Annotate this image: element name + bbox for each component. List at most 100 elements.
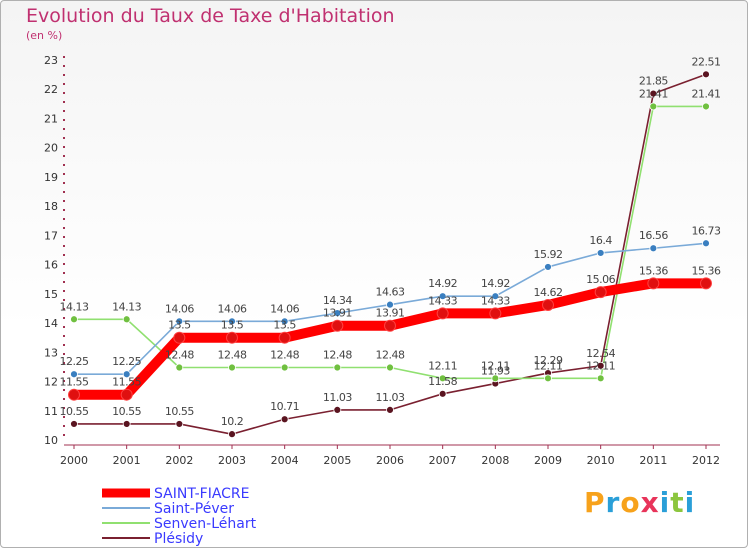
data-point (122, 420, 131, 428)
data-label: 16.73 (692, 224, 721, 237)
data-label: 16.4 (589, 234, 612, 247)
data-labels: 11.55 11.55 13.5 13.5 13.5 13.91 13.91 14.33 14.… (60, 55, 722, 428)
data-label: 11.93 (481, 365, 510, 378)
data-label: 10.2 (221, 415, 244, 428)
data-label: 12.25 (60, 355, 89, 368)
legend-label: Plésidy (154, 531, 203, 547)
data-label: 12.11 (428, 359, 457, 372)
logo-letter: o (620, 486, 641, 519)
logo-letter: t (670, 486, 685, 519)
data-label: 11.03 (376, 391, 405, 404)
data-label: 14.92 (481, 277, 510, 290)
data-point (122, 315, 131, 324)
x-tick-label: 2000 (60, 454, 88, 467)
data-point (596, 374, 605, 383)
data-point (333, 363, 342, 372)
data-point (544, 374, 552, 383)
data-point (280, 415, 289, 424)
data-point (649, 102, 658, 111)
data-label: 11.03 (323, 391, 352, 404)
data-point (438, 374, 447, 383)
data-point (70, 370, 78, 379)
x-tick-label: 2006 (376, 454, 404, 467)
data-label: 12.48 (218, 349, 247, 362)
logo-letter: P (584, 486, 606, 519)
data-label: 14.63 (376, 286, 405, 299)
data-point (333, 405, 342, 414)
legend-label: SAINT-FIACRE (154, 486, 250, 502)
data-label: 21.41 (692, 87, 721, 100)
data-label: 14.06 (270, 302, 299, 315)
axes: 10 11 12 13 14 15 16 17 18 19 20 21 22 23 2000 2001 2002… (44, 54, 720, 467)
x-tick-label: 2002 (165, 454, 193, 467)
y-tick-label: 13 (44, 346, 58, 359)
data-point (173, 331, 186, 344)
data-label: 15.06 (586, 273, 615, 286)
data-point (438, 292, 447, 301)
data-point (491, 292, 500, 301)
data-label: 12.48 (323, 349, 352, 362)
data-label: 14.33 (428, 294, 457, 307)
data-point (594, 286, 607, 299)
chart-unit: (en %) (26, 29, 63, 42)
data-point (228, 363, 236, 372)
chart-title: Evolution du Taux de Taxe d'Habitation (26, 5, 395, 27)
data-label: 14.06 (218, 302, 247, 315)
y-tick-label: 21 (44, 112, 58, 125)
y-tick-label: 14 (44, 317, 58, 330)
data-point (649, 89, 658, 98)
series-line (74, 278, 706, 400)
data-label: 12.48 (270, 349, 299, 362)
data-point (175, 420, 184, 428)
y-tick-label: 15 (44, 288, 58, 301)
legend-label: Saint-Péver (154, 501, 234, 517)
data-label: 14.33 (481, 294, 510, 307)
series-line (74, 73, 707, 435)
data-label: 15.92 (534, 248, 563, 261)
data-point (491, 374, 500, 383)
x-tick-label: 2009 (534, 454, 562, 467)
data-point (386, 363, 394, 372)
data-label: 12.48 (376, 349, 405, 362)
y-tick-label: 23 (44, 54, 58, 67)
data-point (596, 361, 605, 370)
x-tick-label: 2004 (271, 454, 299, 467)
data-label: 10.55 (60, 405, 89, 418)
data-label: 11.55 (112, 376, 141, 389)
data-label: 12.25 (112, 355, 141, 368)
y-tick-label: 17 (44, 229, 58, 242)
data-label: 16.56 (639, 229, 668, 242)
data-label: 14.92 (428, 277, 457, 290)
data-label: 11.55 (60, 376, 89, 389)
data-label: 13.91 (323, 307, 352, 320)
data-label: 13.5 (221, 319, 244, 332)
data-label: 12.11 (481, 359, 510, 372)
data-label: 13.5 (273, 319, 296, 332)
data-label: 12.29 (534, 354, 563, 367)
data-point (702, 70, 710, 79)
data-point (278, 331, 291, 344)
x-tick-label: 2012 (692, 454, 720, 467)
data-point (700, 277, 712, 290)
data-point (228, 317, 236, 326)
x-tick-label: 2008 (481, 454, 509, 467)
data-point (280, 363, 289, 372)
data-point (120, 388, 133, 401)
data-label: 21.41 (639, 87, 668, 100)
logo-letter: r (605, 486, 621, 519)
series-points (68, 70, 712, 439)
data-label: 12.54 (586, 347, 615, 360)
data-point (596, 249, 605, 257)
data-point (702, 239, 710, 248)
data-point (122, 370, 131, 379)
logo-letter: i (684, 486, 696, 519)
data-label: 12.11 (586, 359, 615, 372)
data-point (544, 263, 552, 271)
data-label: 12.11 (534, 359, 563, 372)
data-label: 10.55 (112, 405, 141, 418)
data-point (331, 319, 344, 332)
y-tick-label: 22 (44, 83, 58, 96)
data-point (333, 309, 342, 318)
